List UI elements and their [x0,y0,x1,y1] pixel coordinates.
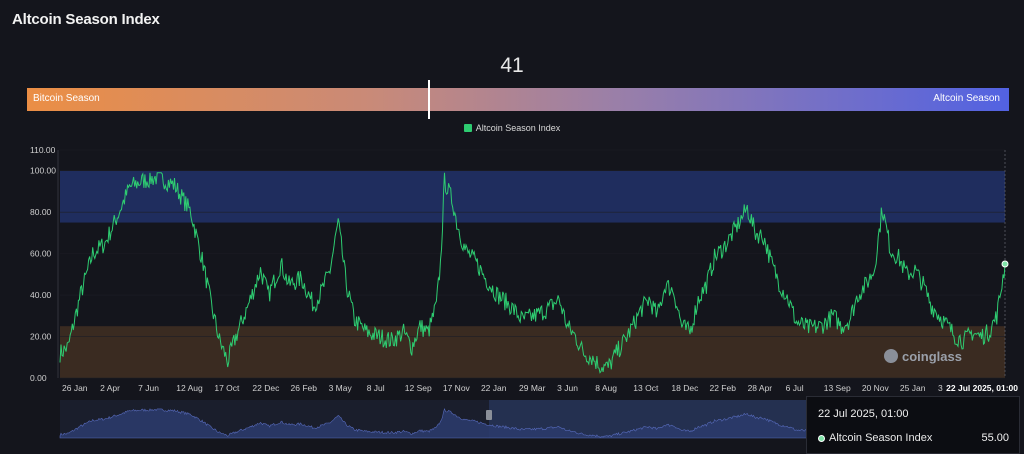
x-tick-label: 22 Feb [709,383,736,393]
x-crosshair-label: 22 Jul 2025, 01:00 [946,383,1018,393]
x-tick-label: 26 Feb [291,383,318,393]
navigator-left-handle[interactable] [486,410,492,420]
y-tick-label: 0.00 [30,373,47,383]
hover-point [1001,260,1009,268]
x-tick-label: 28 Apr [748,383,773,393]
legend-label: Altcoin Season Index [475,123,561,133]
bitcoin-season-label: Bitcoin Season [33,93,100,104]
page-title: Altcoin Season Index [12,11,160,28]
season-gauge-bar: Bitcoin Season Altcoin Season [27,80,1009,119]
legend-swatch-icon [463,124,472,132]
watermark: coinglass [884,349,962,364]
tooltip-series-name: Altcoin Season Index [829,432,933,444]
x-tick-label: 6 Jul [786,383,804,393]
tooltip-value: 55.00 [981,432,1009,444]
x-tick-label: 29 Mar [519,383,546,393]
x-tick-label: 8 Aug [595,383,617,393]
chart-legend[interactable]: Altcoin Season Index [0,123,1024,133]
x-tick-label: 18 Dec [671,383,699,393]
x-tick-label: 22 Jan [481,383,507,393]
tooltip-date: 22 Jul 2025, 01:00 [818,408,909,420]
x-tick-label: 13 Sep [824,383,851,393]
gauge-marker [428,80,430,119]
altcoin-season-label: Altcoin Season [933,93,1000,104]
x-tick-label: 12 Aug [176,383,203,393]
y-tick-label: 110.00 [30,145,56,155]
y-tick-label: 20.00 [30,332,52,342]
x-tick-label: 3 [938,383,943,393]
x-tick-label: 3 Jun [557,383,578,393]
x-tick-label: 2 Apr [100,383,120,393]
bitcoin-season-zone [60,326,1005,378]
tooltip-series-dot-icon [818,435,825,442]
x-tick-label: 26 Jan [62,383,88,393]
y-tick-label: 80.00 [30,207,52,217]
series-line [59,172,1006,374]
coinglass-logo-icon [884,349,898,363]
x-tick-label: 12 Sep [405,383,432,393]
watermark-text: coinglass [902,349,962,364]
x-tick-label: 3 May [329,383,353,393]
x-tick-label: 20 Nov [862,383,890,393]
current-index-value: 41 [500,54,524,77]
x-tick-label: 13 Oct [633,383,659,393]
x-tick-label: 17 Oct [214,383,240,393]
chart-tooltip: 22 Jul 2025, 01:00 Altcoin Season Index … [806,396,1020,454]
x-tick-label: 25 Jan [900,383,926,393]
y-tick-label: 60.00 [30,249,52,259]
x-tick-label: 7 Jun [138,383,159,393]
y-tick-label: 40.00 [30,290,52,300]
y-tick-label: 100.00 [30,166,56,176]
x-tick-label: 8 Jul [367,383,385,393]
altcoin-season-zone [60,170,1005,223]
x-tick-label: 17 Nov [443,383,471,393]
x-tick-label: 22 Dec [252,383,280,393]
